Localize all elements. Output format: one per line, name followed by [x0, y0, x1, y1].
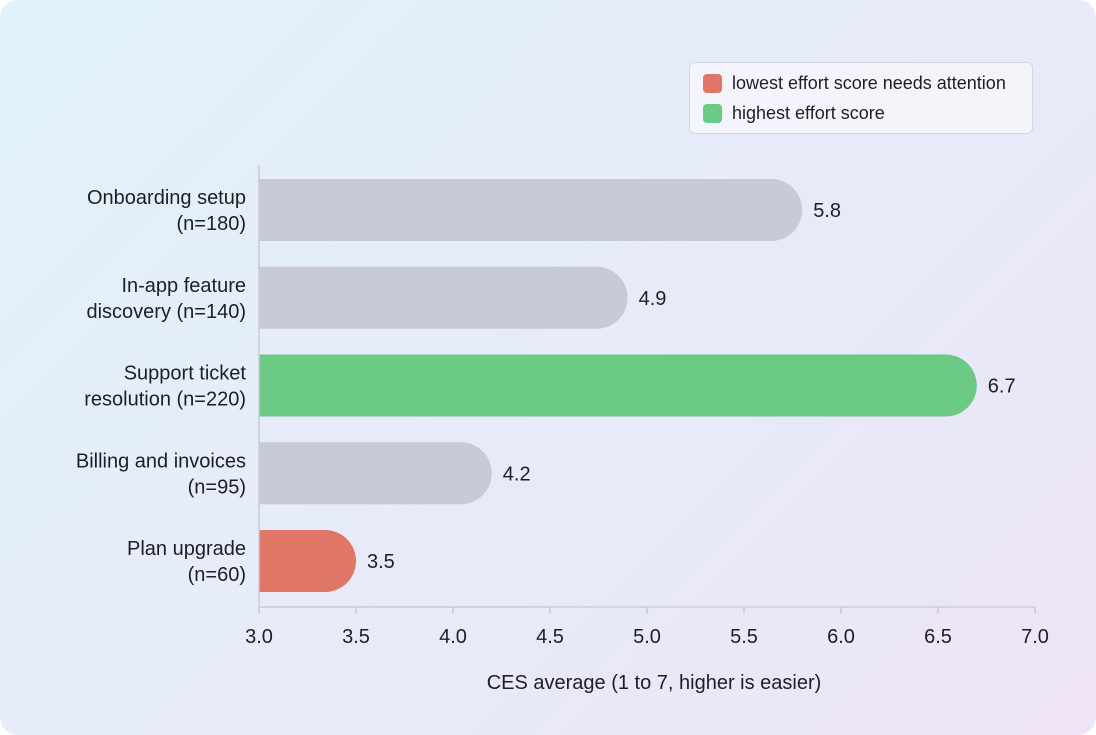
bar-value-label: 4.2 — [503, 463, 531, 485]
x-axis-title: CES average (1 to 7, higher is easier) — [487, 672, 822, 694]
bar — [259, 442, 492, 505]
x-tick-label: 3.0 — [245, 626, 273, 648]
legend-swatch-red — [703, 74, 722, 93]
legend: lowest effort score needs attention high… — [689, 62, 1033, 134]
category-label: (n=95) — [188, 476, 246, 498]
category-label: (n=60) — [188, 564, 246, 586]
x-tick-label: 6.5 — [924, 626, 952, 648]
category-label: Onboarding setup — [87, 187, 246, 209]
category-label: Plan upgrade — [127, 538, 246, 560]
bar — [259, 179, 803, 241]
x-tick-label: 3.5 — [342, 626, 370, 648]
x-tick-label: 7.0 — [1021, 626, 1049, 648]
legend-label: lowest effort score needs attention — [732, 73, 1006, 93]
x-tick-label: 4.0 — [439, 626, 467, 648]
bar-value-label: 6.7 — [988, 376, 1016, 398]
category-label: discovery (n=140) — [86, 301, 246, 323]
x-tick-label: 5.5 — [730, 626, 758, 648]
bar — [259, 530, 356, 592]
category-label: Billing and invoices — [76, 450, 246, 472]
legend-swatch-green — [703, 104, 722, 123]
x-tick-label: 6.0 — [827, 626, 855, 648]
category-label: In-app feature — [121, 275, 246, 297]
bar — [259, 354, 977, 417]
x-tick-label: 4.5 — [536, 626, 564, 648]
legend-label: highest effort score — [732, 103, 885, 123]
bar-value-label: 3.5 — [367, 551, 395, 573]
bar-value-label: 5.8 — [813, 200, 841, 222]
category-label: Support ticket — [124, 363, 247, 385]
bar — [259, 266, 628, 329]
x-tick-label: 5.0 — [633, 626, 661, 648]
category-label: (n=180) — [177, 213, 247, 235]
category-label: resolution (n=220) — [84, 389, 246, 411]
bar-value-label: 4.9 — [639, 288, 667, 310]
legend-item-highest: highest effort score — [703, 103, 885, 124]
legend-item-lowest: lowest effort score needs attention — [703, 73, 1006, 94]
